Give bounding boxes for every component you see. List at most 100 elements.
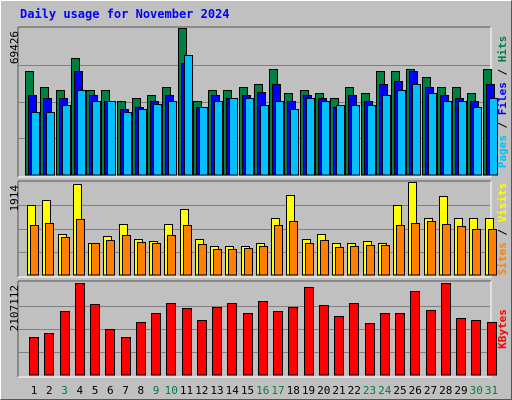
bar-sites-day-24 [381, 245, 390, 276]
bar-sites-day-10 [167, 235, 176, 276]
bar-kbytes-day-3 [60, 311, 70, 376]
bar-sites-day-6 [106, 240, 115, 276]
day-label-11: 11 [180, 384, 193, 397]
bar-sites-day-4 [76, 219, 85, 276]
bar-pages-day-21 [336, 105, 345, 176]
sites-visits-panel-series-label: Sites / Visits [496, 183, 509, 276]
bar-kbytes-day-16 [258, 301, 268, 376]
day-label-19: 19 [302, 384, 315, 397]
bar-kbytes-day-2 [44, 333, 54, 376]
bar-sites-day-16 [259, 246, 268, 276]
bar-sites-day-14 [228, 249, 237, 276]
day-label-20: 20 [317, 384, 330, 397]
day-label-22: 22 [348, 384, 361, 397]
bar-sites-day-3 [61, 237, 70, 276]
bar-kbytes-day-29 [456, 318, 466, 376]
bar-pages-day-20 [321, 101, 330, 176]
day-label-30: 30 [470, 384, 483, 397]
day-label-18: 18 [287, 384, 300, 397]
bar-sites-day-18 [289, 221, 298, 276]
day-label-29: 29 [454, 384, 467, 397]
day-label-31: 31 [485, 384, 498, 397]
bar-kbytes-day-24 [380, 313, 390, 376]
day-label-3: 3 [61, 384, 68, 397]
bar-pages-day-10 [168, 101, 177, 176]
bar-sites-day-2 [45, 223, 54, 276]
bar-kbytes-day-10 [166, 303, 176, 376]
bar-pages-day-5 [92, 101, 101, 176]
pages-files-hits-panel-ymax-label: 69426 [8, 31, 21, 64]
bar-pages-day-16 [260, 105, 269, 176]
series-label-part: Pages [496, 135, 509, 168]
day-label-28: 28 [439, 384, 452, 397]
bar-pages-day-17 [275, 101, 284, 176]
bar-pages-day-19 [306, 98, 315, 176]
bar-sites-day-27 [427, 221, 436, 276]
day-label-7: 7 [122, 384, 129, 397]
bar-sites-day-31 [488, 229, 497, 276]
bar-pages-day-13 [214, 101, 223, 176]
day-label-2: 2 [46, 384, 53, 397]
bar-sites-day-15 [244, 248, 253, 276]
bar-pages-day-29 [458, 101, 467, 176]
series-label-part: KBytes [496, 309, 509, 349]
day-label-25: 25 [393, 384, 406, 397]
bar-sites-day-23 [366, 245, 375, 276]
bar-sites-day-22 [350, 246, 359, 276]
bar-kbytes-day-31 [487, 322, 497, 376]
bar-pages-day-24 [382, 95, 391, 176]
bar-pages-day-4 [77, 90, 86, 176]
bar-sites-day-25 [396, 225, 405, 276]
bar-sites-day-9 [152, 243, 161, 276]
bar-kbytes-day-22 [349, 303, 359, 376]
bar-kbytes-day-23 [365, 323, 375, 376]
bar-kbytes-day-19 [304, 287, 314, 376]
bar-pages-day-31 [489, 98, 498, 176]
bar-kbytes-day-15 [243, 313, 253, 376]
bar-pages-day-22 [351, 105, 360, 176]
series-label-part: Hits [496, 36, 509, 63]
bar-kbytes-day-17 [273, 311, 283, 376]
bar-pages-day-23 [367, 105, 376, 176]
bar-kbytes-day-4 [75, 283, 85, 376]
bar-sites-day-30 [472, 229, 481, 276]
bar-sites-day-19 [305, 243, 314, 276]
bar-pages-day-1 [31, 112, 40, 176]
day-label-6: 6 [107, 384, 114, 397]
bar-kbytes-day-20 [319, 305, 329, 376]
bar-kbytes-day-1 [29, 337, 39, 376]
bar-kbytes-day-26 [410, 291, 420, 376]
bar-pages-day-18 [290, 109, 299, 176]
bar-sites-day-7 [122, 235, 131, 276]
series-label-part: Visits [496, 183, 509, 223]
bar-pages-day-9 [153, 104, 162, 176]
bar-kbytes-day-30 [471, 320, 481, 376]
bar-kbytes-day-28 [441, 283, 451, 376]
series-label-part: Files [496, 82, 509, 115]
bar-sites-day-8 [137, 242, 146, 276]
bar-kbytes-day-7 [121, 337, 131, 376]
kbytes-panel-series-label: KBytes [496, 309, 509, 349]
day-label-8: 8 [137, 384, 144, 397]
day-label-16: 16 [256, 384, 269, 397]
bar-sites-day-13 [213, 249, 222, 276]
day-label-5: 5 [92, 384, 99, 397]
bar-kbytes-day-25 [395, 313, 405, 376]
series-label-part: / [496, 62, 509, 82]
bar-kbytes-day-18 [288, 307, 298, 376]
sites-visits-panel-ymax-label: 1914 [8, 185, 21, 212]
bar-pages-day-26 [412, 84, 421, 176]
day-label-14: 14 [226, 384, 240, 397]
bar-kbytes-day-12 [197, 320, 207, 376]
bar-sites-day-28 [442, 224, 451, 276]
bar-kbytes-day-14 [227, 303, 237, 376]
kbytes-panel-ymax-label: 2107112 [8, 285, 21, 331]
day-label-12: 12 [195, 384, 208, 397]
bar-kbytes-day-5 [90, 304, 100, 376]
series-label-part: / [496, 222, 509, 242]
day-label-27: 27 [424, 384, 437, 397]
chart-title: Daily usage for November 2024 [20, 7, 230, 21]
bar-pages-day-14 [229, 98, 238, 176]
